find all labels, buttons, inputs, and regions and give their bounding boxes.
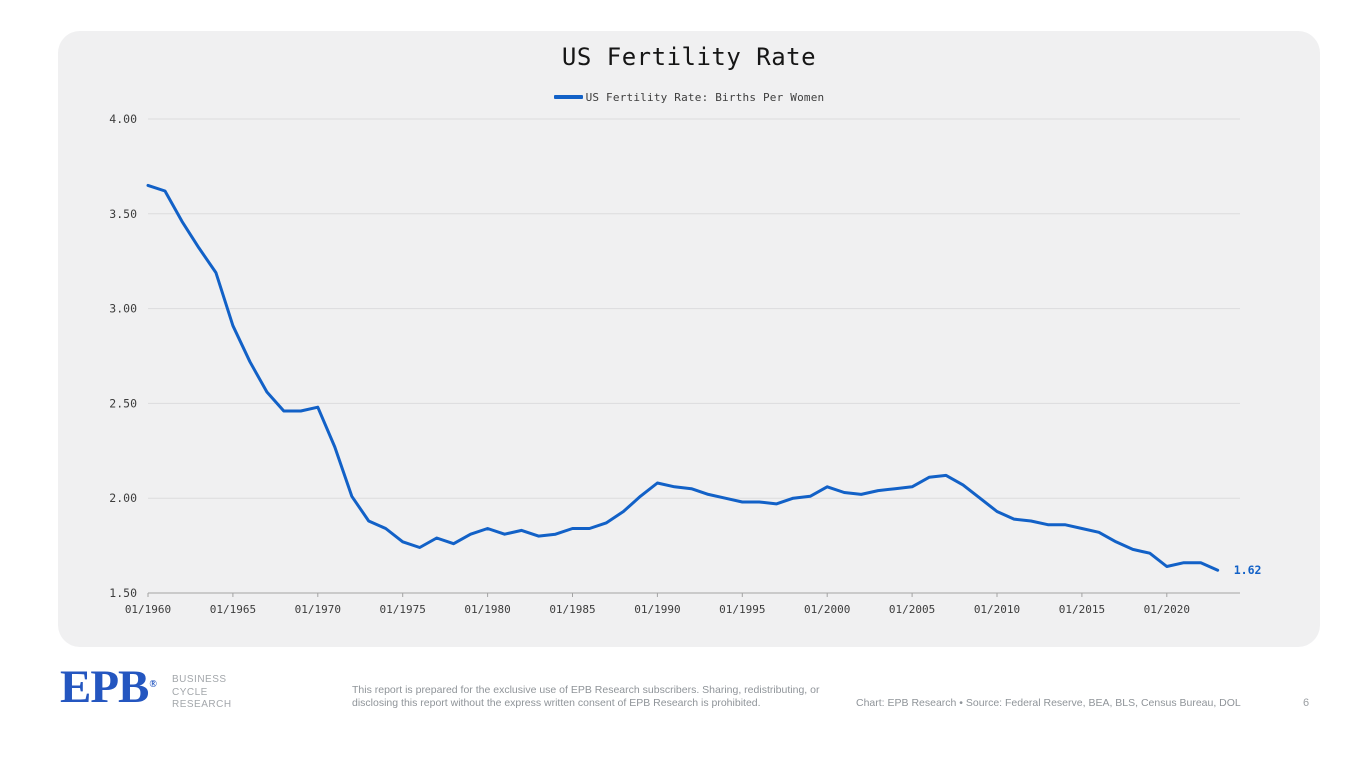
chart-title: US Fertility Rate xyxy=(561,43,817,71)
x-axis-label: 01/1970 xyxy=(295,603,341,616)
last-value-label: 1.62 xyxy=(1234,563,1262,577)
logo-subtitle-line: CYCLE xyxy=(172,686,208,698)
page-number: 6 xyxy=(1302,697,1310,709)
logo-subtitle: BUSINESS CYCLE RESEARCH xyxy=(172,674,232,712)
footer-source: Chart: EPB Research • Source: Federal Re… xyxy=(856,697,1241,709)
y-axis-label: 3.50 xyxy=(109,207,137,221)
y-axis-label: 4.00 xyxy=(109,112,137,126)
x-axis-label: 01/1960 xyxy=(125,603,171,616)
epb-logo: EPB® xyxy=(60,664,157,711)
y-axis-label: 1.50 xyxy=(109,586,137,600)
x-axis-label: 01/1975 xyxy=(380,603,426,616)
registered-mark-icon: ® xyxy=(149,679,157,690)
chart-legend: US Fertility Rate: Births Per Women xyxy=(58,89,1320,105)
x-axis-label: 01/1990 xyxy=(634,603,680,616)
x-axis-label: 01/2005 xyxy=(889,603,935,616)
legend-label: US Fertility Rate: Births Per Women xyxy=(585,90,825,104)
x-axis-label: 01/2020 xyxy=(1144,603,1190,616)
y-axis-label: 2.50 xyxy=(109,396,137,410)
x-axis-label: 01/2015 xyxy=(1059,603,1105,616)
epb-logo-text: EPB xyxy=(60,661,149,713)
logo-subtitle-line: RESEARCH xyxy=(172,699,232,710)
legend-line-swatch xyxy=(553,95,583,99)
x-axis-label: 01/1995 xyxy=(719,603,765,616)
footer: EPB® BUSINESS CYCLE RESEARCH This report… xyxy=(0,647,1358,760)
x-axis-label: 01/1985 xyxy=(549,603,595,616)
logo-subtitle-line: BUSINESS xyxy=(172,674,227,685)
x-axis-label: 01/2010 xyxy=(974,603,1020,616)
x-axis-label: 01/2000 xyxy=(804,603,850,616)
y-axis-label: 3.00 xyxy=(109,302,137,316)
chart-card: US Fertility Rate US Fertility Rate: Bir… xyxy=(58,31,1320,647)
x-axis-label: 01/1965 xyxy=(210,603,256,616)
chart-canvas: 1.50 2.00 2.50 3.00 3.50 4.00 01/1960 01/1965 01… xyxy=(109,112,1262,616)
fertility-rate-line xyxy=(146,183,1220,572)
footer-disclaimer: This report is prepared for the exclusiv… xyxy=(352,684,820,709)
x-axis-label: 01/1980 xyxy=(464,603,510,616)
y-axis-label: 2.00 xyxy=(109,491,137,505)
